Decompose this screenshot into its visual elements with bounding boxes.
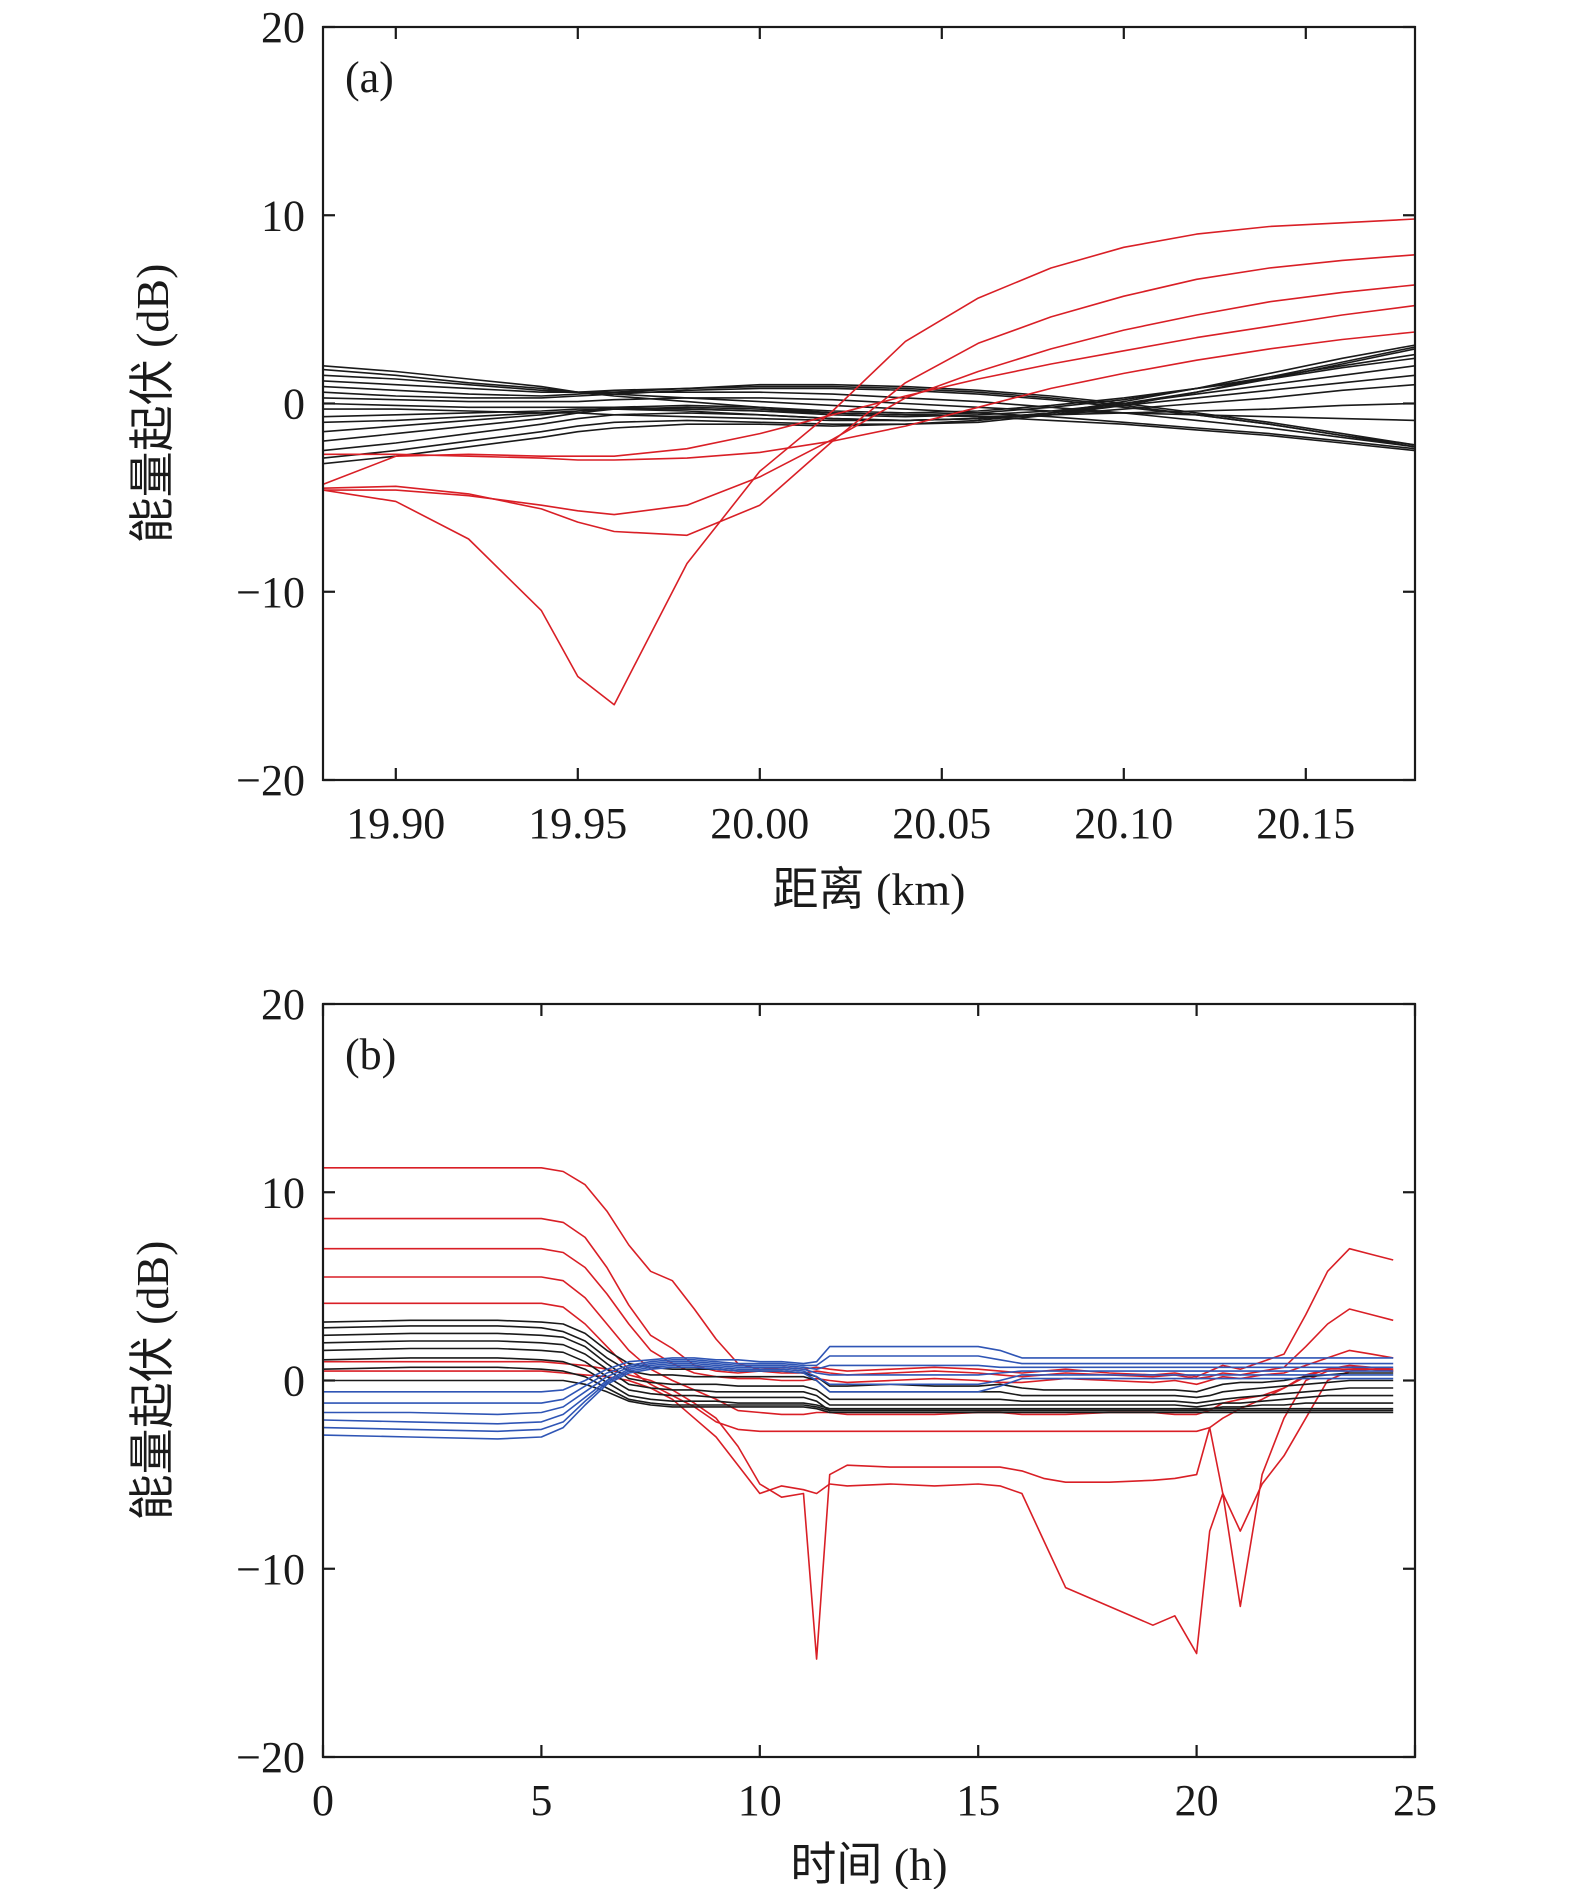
x-tick-label: 20 (1175, 1776, 1219, 1825)
series-line-red-2 (323, 1247, 1394, 1386)
series-line-black-12 (323, 1357, 1394, 1410)
series-line-blue-16 (323, 1355, 1394, 1404)
y-tick-label: −10 (236, 568, 305, 617)
x-tick-label: 20.00 (710, 799, 809, 848)
series-line-black-4 (323, 383, 1415, 446)
series-line-red-3 (323, 1276, 1394, 1416)
y-tick-label: 10 (261, 1168, 305, 1217)
x-tick-label: 5 (530, 1776, 552, 1825)
series-line-red-19 (323, 254, 1415, 537)
series-line-blue-15 (323, 1345, 1394, 1393)
y-tick-label: −20 (236, 756, 305, 805)
series-line-blue-17 (323, 1360, 1394, 1416)
x-tick-label: 0 (312, 1776, 334, 1825)
y-tick-label: 0 (283, 1357, 305, 1406)
series-line-black-7 (323, 1319, 1394, 1393)
series-line-black-12 (323, 353, 1415, 442)
x-tick-label: 19.95 (528, 799, 627, 848)
x-tick-label: 20.15 (1256, 799, 1355, 848)
x-tick-label: 15 (956, 1776, 1000, 1825)
series-group (323, 218, 1415, 706)
series-line-red-0 (323, 1167, 1394, 1378)
series-line-black-13 (323, 1366, 1394, 1412)
chart-panel-a: 19.90 19.95 20.00 20.05 20.10 20.15 −20 −10 0 10 2… (127, 3, 1417, 915)
y-tick-label: −10 (236, 1545, 305, 1594)
series-line-black-14 (323, 1379, 1394, 1414)
y-tick-label: −20 (236, 1733, 305, 1782)
series-group (323, 1167, 1394, 1660)
series-line-black-2 (323, 374, 1415, 448)
series-line-red-17 (323, 304, 1415, 486)
panel-label: (a) (345, 53, 394, 102)
y-tick-label: 0 (283, 380, 305, 429)
series-line-black-9 (323, 1332, 1394, 1404)
series-line-red-20 (323, 218, 1415, 706)
series-line-black-5 (323, 387, 1415, 448)
chart-panel-b: 0 5 10 15 20 25 −20 −10 0 10 20 (b) 时间 (h) 能量起伏 (dB) (127, 980, 1437, 1889)
series-line-red-18 (323, 284, 1415, 516)
series-line-black-15 (323, 344, 1415, 465)
y-tick-label: 20 (261, 3, 305, 52)
series-line-black-6 (323, 397, 1415, 422)
series-line-black-0 (323, 365, 1415, 452)
x-tick-label: 10 (738, 1776, 782, 1825)
series-line-black-1 (323, 368, 1415, 450)
y-axis-label: 能量起伏 (dB) (127, 264, 178, 544)
x-tick-label: 19.90 (346, 799, 445, 848)
plot-frame (321, 25, 1417, 782)
y-tick-label: 20 (261, 980, 305, 1029)
y-tick-label: 10 (261, 191, 305, 240)
x-tick-label: 25 (1393, 1776, 1437, 1825)
x-axis-label: 时间 (h) (790, 1839, 947, 1889)
series-line-blue-20 (323, 1366, 1394, 1440)
y-axis-label: 能量起伏 (dB) (127, 1241, 178, 1521)
x-tick-label: 20.10 (1074, 799, 1173, 848)
x-axis-label: 距离 (km) (773, 864, 966, 915)
x-tick-label: 20.05 (892, 799, 991, 848)
series-line-blue-18 (323, 1362, 1394, 1425)
panel-label: (b) (345, 1030, 396, 1079)
series-line-blue-19 (323, 1364, 1394, 1433)
series-line-black-14 (323, 346, 1415, 459)
series-line-red-1 (323, 1217, 1394, 1380)
